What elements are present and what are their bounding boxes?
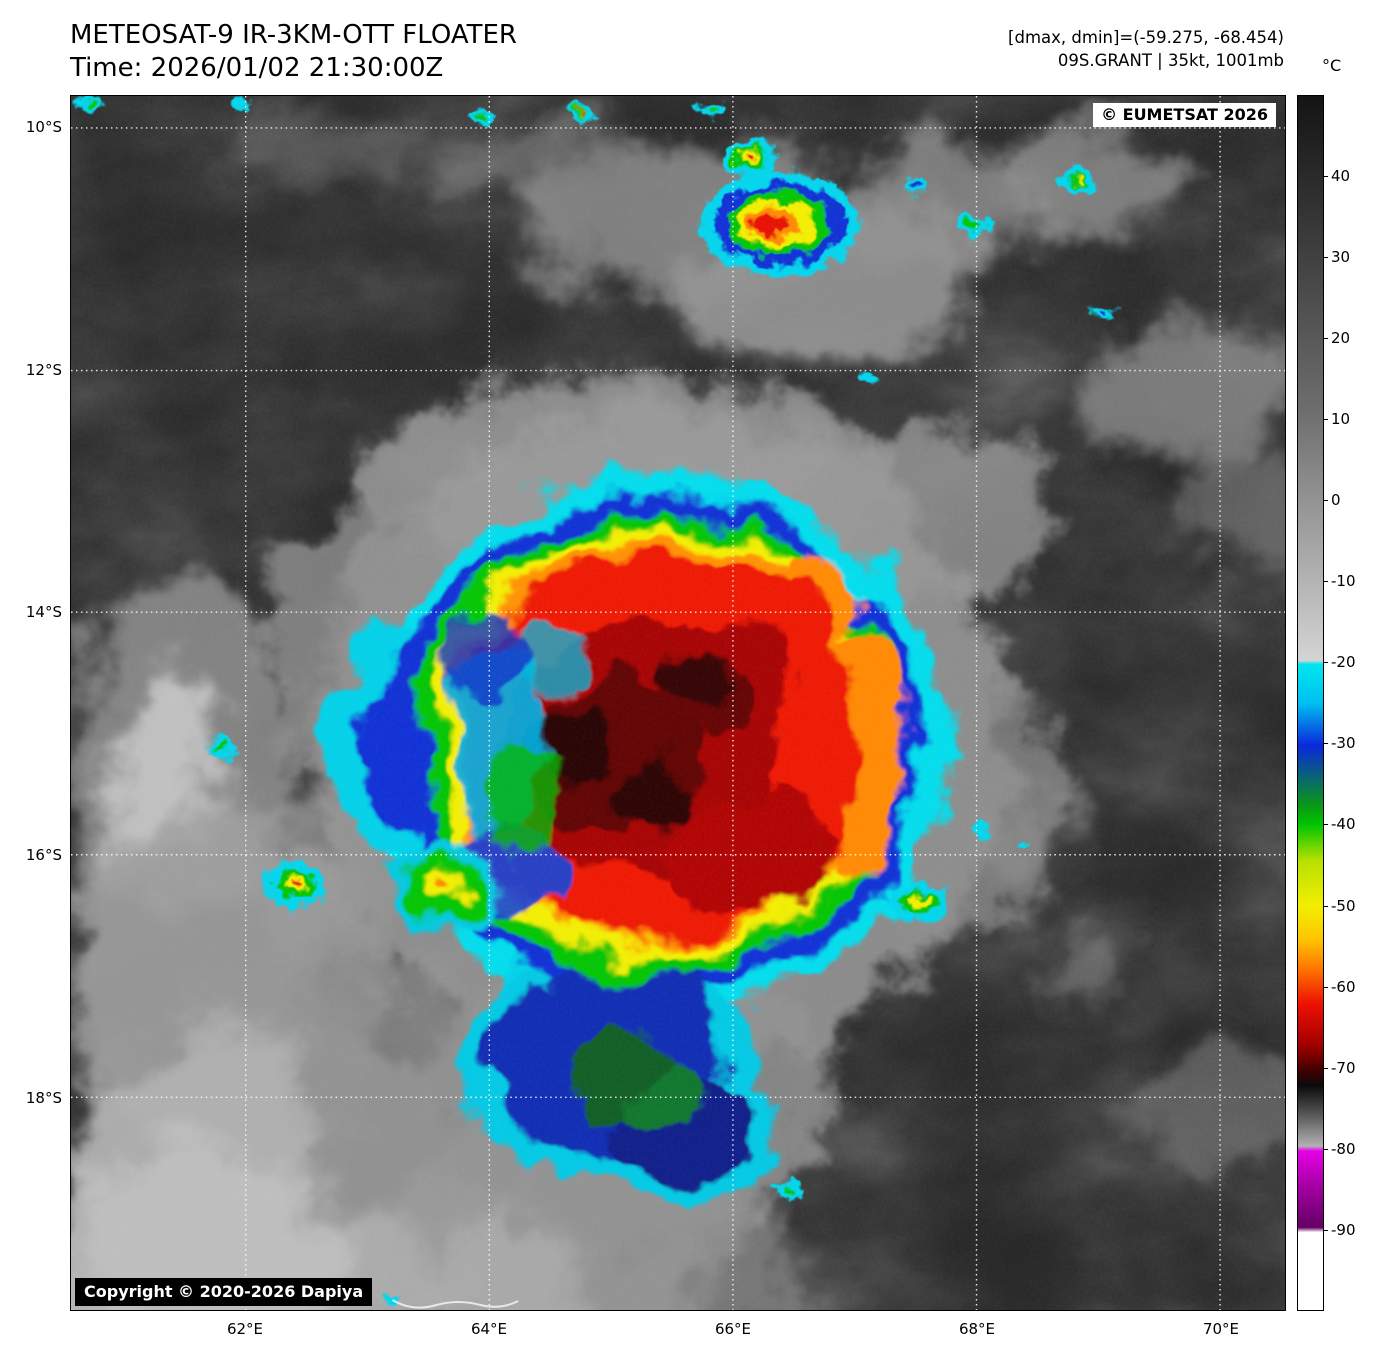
lon-label-62e: 62°E (226, 1320, 264, 1338)
page-title: METEOSAT-9 IR-3KM-OTT FLOATER (70, 20, 517, 50)
colorbar-tick-40: 40 (1323, 167, 1379, 185)
temperature-colorbar (1297, 95, 1324, 1311)
storm-info: 09S.GRANT | 35kt, 1001mb (1057, 51, 1284, 70)
colorbar-tick-m10: -10 (1323, 572, 1379, 590)
coastline (391, 1299, 519, 1309)
lon-label-66e: 66°E (714, 1320, 752, 1338)
colorbar-tick-10: 10 (1323, 410, 1379, 428)
lon-label-70e: 70°E (1202, 1320, 1240, 1338)
colorbar-tick-20: 20 (1323, 329, 1379, 347)
colorbar-tick-m30: -30 (1323, 734, 1379, 752)
copyright-badge: Copyright © 2020-2026 Dapiya (75, 1278, 373, 1306)
colorbar-tick-m80: -80 (1323, 1140, 1379, 1158)
colorbar-unit-label: °C (1322, 56, 1342, 75)
colorbar-tick-m60: -60 (1323, 978, 1379, 996)
satellite-map: © EUMETSAT 2026 Copyright © 2020-2026 Da… (70, 95, 1286, 1311)
dmax-dmin-readout: [dmax, dmin]=(-59.275, -68.454) (1008, 28, 1284, 47)
lat-label-10s: 10°S (25, 118, 62, 136)
timestamp: Time: 2026/01/02 21:30:00Z (70, 53, 444, 83)
lat-label-12s: 12°S (25, 361, 62, 379)
lat-label-14s: 14°S (25, 603, 62, 621)
lon-label-68e: 68°E (958, 1320, 996, 1338)
colorbar-tick-m70: -70 (1323, 1059, 1379, 1077)
colorbar-tick-m40: -40 (1323, 815, 1379, 833)
colorbar-tick-m50: -50 (1323, 897, 1379, 915)
satellite-image (71, 96, 1285, 1310)
grain-overlay (71, 96, 1285, 1310)
colorbar-tick-0: 0 (1323, 491, 1379, 509)
lat-label-16s: 16°S (25, 846, 62, 864)
colorbar-tick-m90: -90 (1323, 1221, 1379, 1239)
colorbar-tick-30: 30 (1323, 248, 1379, 266)
lat-label-18s: 18°S (25, 1089, 62, 1107)
lon-label-64e: 64°E (470, 1320, 508, 1338)
colorbar-tick-m20: -20 (1323, 653, 1379, 671)
eumetsat-badge: © EUMETSAT 2026 (1093, 103, 1276, 127)
